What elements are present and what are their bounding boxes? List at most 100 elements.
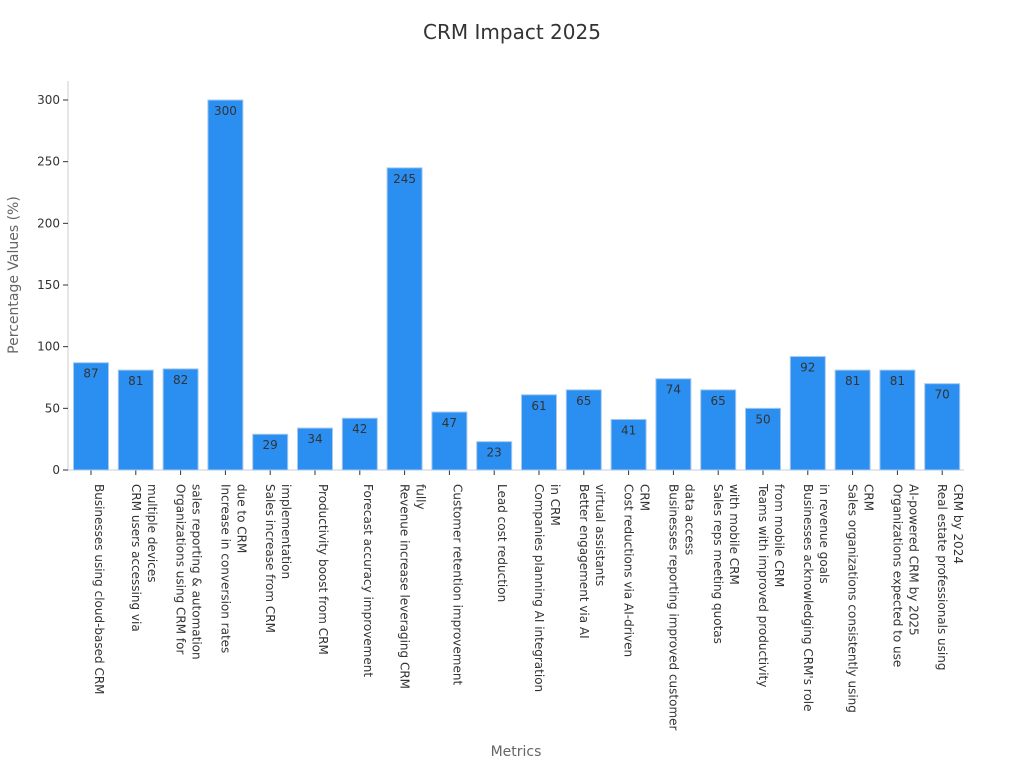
bar (789, 356, 826, 471)
x-tick-label-line: Cost reductions via AI-driven (622, 484, 636, 657)
x-tick-label-line: Sales reps meeting quotas (711, 484, 725, 644)
x-tick-label: Productivity boost from CRM (316, 484, 330, 655)
x-tick-label-line: Companies planning AI integration (532, 484, 546, 692)
bar (655, 378, 692, 471)
x-tick-label-line: virtual assistants (593, 484, 607, 586)
bar-value-label: 41 (621, 423, 636, 437)
y-tick-label: 200 (37, 216, 60, 230)
x-tick-label-line: implementation (279, 484, 293, 579)
x-tick-label-line: from mobile CRM (772, 484, 786, 587)
x-tick-label-line: Forecast accuracy improvement (361, 484, 375, 677)
bar-value-label: 81 (845, 374, 860, 388)
chart-title: CRM Impact 2025 (423, 20, 601, 44)
bar-value-label: 47 (442, 416, 457, 430)
x-tick-label-line: CRM (862, 484, 876, 511)
bars (73, 99, 961, 471)
y-tick-label: 50 (45, 401, 60, 415)
y-tick-label: 150 (37, 278, 60, 292)
bar (386, 167, 423, 471)
x-tick-label-line: Customer retention improvement (450, 484, 464, 685)
x-tick-label-line: Businesses reporting improved customer (666, 484, 680, 731)
x-tick-label-line: Lead cost reduction (495, 484, 509, 602)
bar-value-label: 65 (711, 394, 726, 408)
bar (924, 383, 961, 471)
x-tick-label-line: AI-powered CRM by 2025 (906, 484, 920, 636)
x-tick-label: Businesses reporting improved customer da… (666, 484, 696, 731)
x-tick-label: Real estate professionals using CRM by 20… (935, 484, 965, 670)
x-tick-label: Teams with improved productivity from mob… (756, 483, 786, 687)
x-tick-label-line: sales reporting & automation (190, 484, 204, 660)
bar (700, 389, 737, 471)
bar-value-label: 23 (487, 446, 502, 460)
y-tick-label: 0 (52, 463, 60, 477)
bar (431, 411, 468, 471)
x-tick-label-line: in revenue goals (817, 484, 831, 584)
bar (73, 362, 109, 471)
x-axis-title: Metrics (491, 744, 542, 760)
x-tick-label-line: Businesses acknowledging CRM's role (801, 484, 815, 712)
y-axis-title: Percentage Values (%) (6, 196, 22, 354)
bar-value-label: 29 (263, 438, 278, 452)
x-tick-label: Forecast accuracy improvement (361, 484, 375, 677)
x-axis (68, 469, 964, 475)
bar (341, 417, 378, 471)
bar-value-label: 65 (576, 394, 591, 408)
bar-value-label: 61 (531, 399, 546, 413)
x-tick-label-line: data access (682, 484, 696, 555)
x-tick-label: Better engagement via AI virtual assistan… (577, 484, 607, 639)
bar-value-label: 42 (352, 422, 367, 436)
x-tick-label-line: Organizations expected to use (890, 484, 904, 667)
bar-value-label: 245 (393, 172, 416, 186)
x-tick-label: Sales increase from CRM implementation (263, 484, 293, 633)
bar-value-label: 300 (214, 104, 237, 118)
bar-value-label: 70 (935, 388, 950, 402)
x-tick-label: Businesses acknowledging CRM's role in re… (801, 484, 831, 712)
x-tick-label-line: Increase in conversion rates (218, 484, 232, 653)
x-tick-label-line: Businesses using cloud-based CRM (92, 484, 106, 695)
x-tick-label-line: with mobile CRM (727, 484, 741, 585)
x-tick-label-line: CRM (638, 484, 652, 511)
x-tick-label-line: Revenue increase leveraging CRM (398, 484, 412, 689)
x-tick-label-line: due to CRM (234, 484, 248, 553)
x-tick-label: Sales organizations consistently using CR… (846, 484, 876, 713)
y-tick-label: 300 (37, 93, 60, 107)
x-tick-label-line: Organizations using CRM for (174, 484, 188, 654)
x-tick-label: Organizations expected to use AI-powered … (890, 484, 920, 667)
x-tick-label-line: Better engagement via AI (577, 484, 591, 639)
x-tick-label: Lead cost reduction (495, 484, 509, 602)
x-tick-label: Customer retention improvement (450, 484, 464, 685)
y-tick-label: 250 (37, 155, 60, 169)
bar-value-label: 34 (307, 432, 322, 446)
bar (476, 441, 513, 471)
bar-value-label: 81 (128, 374, 143, 388)
x-tick-label: Sales reps meeting quotas with mobile CRM (711, 484, 741, 644)
bar (879, 369, 916, 471)
bar (745, 407, 781, 471)
bar (117, 369, 154, 471)
x-tick-label-line: fully (414, 484, 428, 510)
bar-value-label: 82 (173, 373, 188, 387)
bar-value-label: 74 (666, 383, 681, 397)
bar (521, 394, 557, 471)
bar-value-label: 50 (755, 412, 770, 426)
x-tick-label: Businesses using cloud-based CRM (92, 484, 106, 695)
x-tick-label-line: Teams with improved productivity (756, 483, 770, 687)
x-tick-label: Revenue increase leveraging CRM fully (398, 484, 428, 689)
x-tick-label-line: CRM by 2024 (951, 484, 965, 564)
x-tick-labels: Businesses using cloud-based CRM CRM user… (92, 483, 965, 731)
bar-value-label: 81 (890, 374, 905, 388)
bar-value-label: 87 (83, 367, 98, 381)
y-tick-label: 100 (37, 340, 60, 354)
x-tick-label-line: Sales organizations consistently using (846, 484, 860, 713)
x-tick-label-line: multiple devices (145, 484, 159, 582)
x-tick-label-line: CRM users accessing via (129, 484, 143, 632)
bar (162, 368, 199, 471)
x-tick-label: Organizations using CRM for sales reporti… (174, 484, 204, 660)
y-axis: 0 50 100 150 200 250 300 (37, 81, 69, 477)
bar (565, 389, 602, 471)
bar (834, 369, 871, 471)
x-tick-label: Increase in conversion rates due to CRM (218, 484, 248, 653)
x-tick-label: CRM users accessing via multiple devices (129, 484, 159, 632)
x-tick-label-line: Real estate professionals using (935, 484, 949, 670)
